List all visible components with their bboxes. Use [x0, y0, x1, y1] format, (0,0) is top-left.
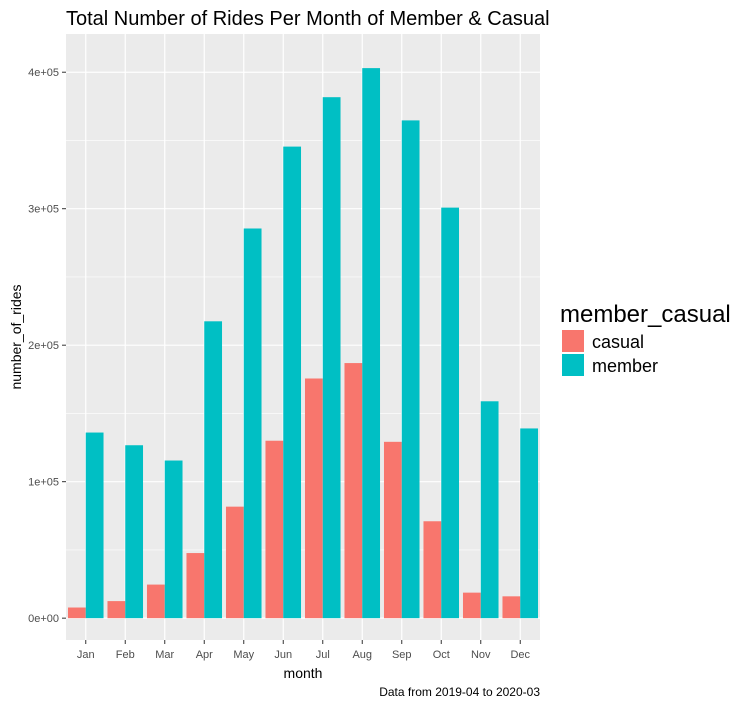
bar-member-may: [243, 228, 262, 619]
x-tick-label: Feb: [116, 649, 135, 661]
bar-casual-jul: [304, 378, 323, 619]
x-tick-label: Dec: [510, 649, 530, 661]
bars-layer: [67, 68, 539, 619]
x-tick-label: Jan: [77, 649, 95, 661]
bar-casual-jan: [67, 607, 86, 619]
bar-casual-aug: [344, 363, 363, 619]
bar-member-feb: [125, 445, 144, 619]
bar-casual-nov: [462, 592, 481, 619]
legend-key-member: [562, 354, 584, 376]
bar-member-apr: [204, 321, 223, 619]
plot-panel: [66, 34, 540, 640]
legend-title: member_casual: [560, 301, 731, 328]
x-tick-label: Aug: [352, 649, 372, 661]
bar-casual-feb: [107, 601, 126, 619]
y-tick-label: 1e+05: [28, 477, 59, 489]
bar-member-nov: [480, 401, 499, 619]
legend-label-member: member: [592, 356, 658, 376]
bar-member-aug: [362, 68, 381, 619]
bar-member-jun: [283, 146, 302, 619]
bar-casual-apr: [186, 553, 205, 619]
bar-member-sep: [401, 120, 420, 619]
bar-member-jan: [85, 432, 104, 619]
chart-title: Total Number of Rides Per Month of Membe…: [66, 8, 550, 30]
x-tick-label: Jul: [316, 649, 330, 661]
y-axis-title: number_of_rides: [8, 284, 24, 389]
bar-casual-oct: [423, 521, 442, 619]
x-tick-label: Nov: [471, 649, 491, 661]
x-tick-label: Jun: [274, 649, 292, 661]
bar-casual-dec: [502, 596, 521, 619]
bar-member-jul: [322, 97, 341, 619]
legend-label-casual: casual: [592, 332, 644, 352]
bar-member-oct: [441, 207, 460, 619]
x-axis-title: month: [284, 665, 323, 681]
y-tick-label: 4e+05: [28, 67, 59, 79]
bar-casual-mar: [146, 584, 165, 619]
legend: member_casual casual member: [560, 301, 731, 376]
bar-casual-sep: [383, 441, 402, 619]
x-tick-label: Mar: [155, 649, 174, 661]
y-tick-label: 2e+05: [28, 340, 59, 352]
legend-items: casual member: [562, 330, 658, 376]
legend-key-casual: [562, 330, 584, 352]
y-tick-label: 3e+05: [28, 204, 59, 216]
x-tick-label: Apr: [196, 649, 213, 661]
bar-member-mar: [164, 460, 183, 619]
axis-layer: 0e+00 1e+05 2e+05 3e+05 4e+05 Jan Feb Mar Apr May…: [28, 67, 530, 661]
chart-caption: Data from 2019-04 to 2020-03: [379, 685, 540, 699]
x-tick-label: May: [233, 649, 254, 661]
bar-casual-jun: [265, 440, 284, 619]
bar-member-dec: [520, 428, 539, 619]
y-tick-label: 0e+00: [28, 613, 59, 625]
x-tick-label: Oct: [433, 649, 450, 661]
x-tick-label: Sep: [392, 649, 412, 661]
bar-casual-may: [225, 506, 244, 619]
